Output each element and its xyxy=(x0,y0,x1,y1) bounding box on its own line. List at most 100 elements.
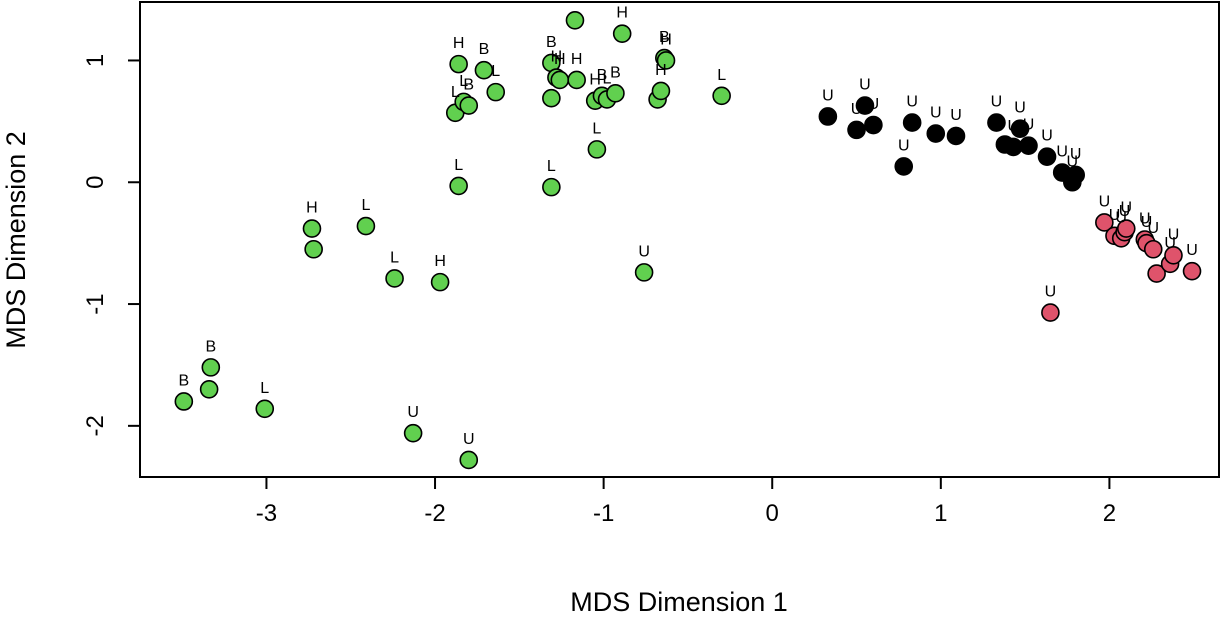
data-point xyxy=(449,54,468,74)
point-label: L xyxy=(459,73,468,90)
data-point xyxy=(1095,213,1114,232)
data-point xyxy=(818,107,838,126)
point-label: H xyxy=(660,31,672,48)
point-label: U xyxy=(1186,242,1198,259)
point-label: L xyxy=(260,380,269,397)
point-label: U xyxy=(463,431,475,448)
point-label: B xyxy=(463,77,474,94)
point-label: H xyxy=(453,35,465,52)
point-label: U xyxy=(1109,207,1121,224)
point-label: H xyxy=(571,51,583,68)
y-tick-label: 1 xyxy=(82,54,109,67)
point-label: L xyxy=(603,70,612,87)
data-point xyxy=(474,60,494,80)
point-label: U xyxy=(1147,220,1159,237)
point-label: U xyxy=(851,101,863,118)
point-label: B xyxy=(546,34,557,51)
data-point xyxy=(946,126,966,146)
point-label: L xyxy=(390,249,399,266)
data-point xyxy=(302,219,322,238)
y-tick-label: 0 xyxy=(82,176,109,189)
y-axis: -2 -1 0 1 xyxy=(82,54,140,437)
data-point xyxy=(987,113,1006,132)
point-label: B xyxy=(659,29,670,46)
data-point xyxy=(612,24,632,43)
data-point xyxy=(1164,246,1183,265)
point-label: B xyxy=(178,372,189,389)
point-label: U xyxy=(1070,146,1082,163)
y-tick-label: -2 xyxy=(82,415,109,436)
point-label: U xyxy=(1056,144,1068,161)
data-point xyxy=(855,96,875,115)
data-point xyxy=(1004,137,1023,157)
point-label: B xyxy=(597,67,608,84)
x-tick-label: -2 xyxy=(424,500,445,527)
y-axis-title: MDS Dimension 2 xyxy=(1,131,31,349)
point-label: H xyxy=(655,62,667,79)
point-label: L xyxy=(592,120,601,137)
x-tick-label: 2 xyxy=(1103,500,1116,527)
data-point xyxy=(864,115,883,135)
point-label: H xyxy=(589,72,601,89)
point-label: U xyxy=(991,94,1003,111)
data-point xyxy=(1116,219,1136,238)
data-point xyxy=(430,272,450,292)
data-point xyxy=(1019,136,1038,156)
x-tick-label: 0 xyxy=(766,500,779,527)
data-point xyxy=(1041,303,1060,322)
point-label: U xyxy=(1099,193,1111,210)
data-point xyxy=(1147,264,1166,283)
point-label: B xyxy=(610,64,621,81)
data-point xyxy=(486,82,506,102)
point-label: U xyxy=(822,87,834,104)
point-label: B xyxy=(479,41,490,58)
point-label: U xyxy=(1067,153,1079,170)
data-point xyxy=(255,399,275,419)
point-label: U xyxy=(1008,118,1020,135)
data-point xyxy=(1066,165,1085,185)
data-point xyxy=(926,124,946,143)
point-label: U xyxy=(1139,211,1151,228)
data-point xyxy=(656,51,676,70)
data-point xyxy=(550,70,570,90)
data-point xyxy=(606,84,625,103)
point-label: U xyxy=(1141,214,1153,231)
point-label: B xyxy=(205,338,216,355)
data-point xyxy=(1010,119,1030,138)
data-point xyxy=(651,81,671,101)
data-point xyxy=(567,70,586,90)
data-point xyxy=(459,450,479,470)
point-label: U xyxy=(950,107,962,124)
point-label: L xyxy=(717,67,726,84)
data-point xyxy=(449,176,468,196)
x-tick-label: -3 xyxy=(256,500,277,527)
point-label: U xyxy=(1045,284,1057,301)
point-label: U xyxy=(407,404,419,421)
point-label: U xyxy=(859,77,871,94)
data-point xyxy=(174,392,194,411)
point-label: U xyxy=(906,94,918,111)
data-point xyxy=(304,239,323,259)
point-label: U xyxy=(1014,100,1026,117)
data-point xyxy=(902,113,922,132)
point-label: H xyxy=(306,200,318,217)
point-label: L xyxy=(547,158,556,175)
point-label: H xyxy=(434,253,446,270)
x-axis-title: MDS Dimension 1 xyxy=(570,587,788,617)
data-point xyxy=(587,140,607,159)
x-tick-label: -1 xyxy=(593,500,614,527)
point-label: U xyxy=(1115,209,1127,226)
data-point xyxy=(847,120,866,140)
plot-frame xyxy=(139,1,1220,478)
data-points xyxy=(174,10,1202,470)
point-label: U xyxy=(1119,203,1131,220)
data-point xyxy=(403,423,423,443)
data-point xyxy=(201,358,221,377)
data-point xyxy=(894,157,914,176)
x-axis: -3 -2 -1 0 1 2 xyxy=(256,477,1116,527)
data-point xyxy=(1037,147,1057,166)
point-label: H xyxy=(551,49,563,66)
point-label: U xyxy=(898,137,910,154)
point-label: H xyxy=(554,51,566,68)
